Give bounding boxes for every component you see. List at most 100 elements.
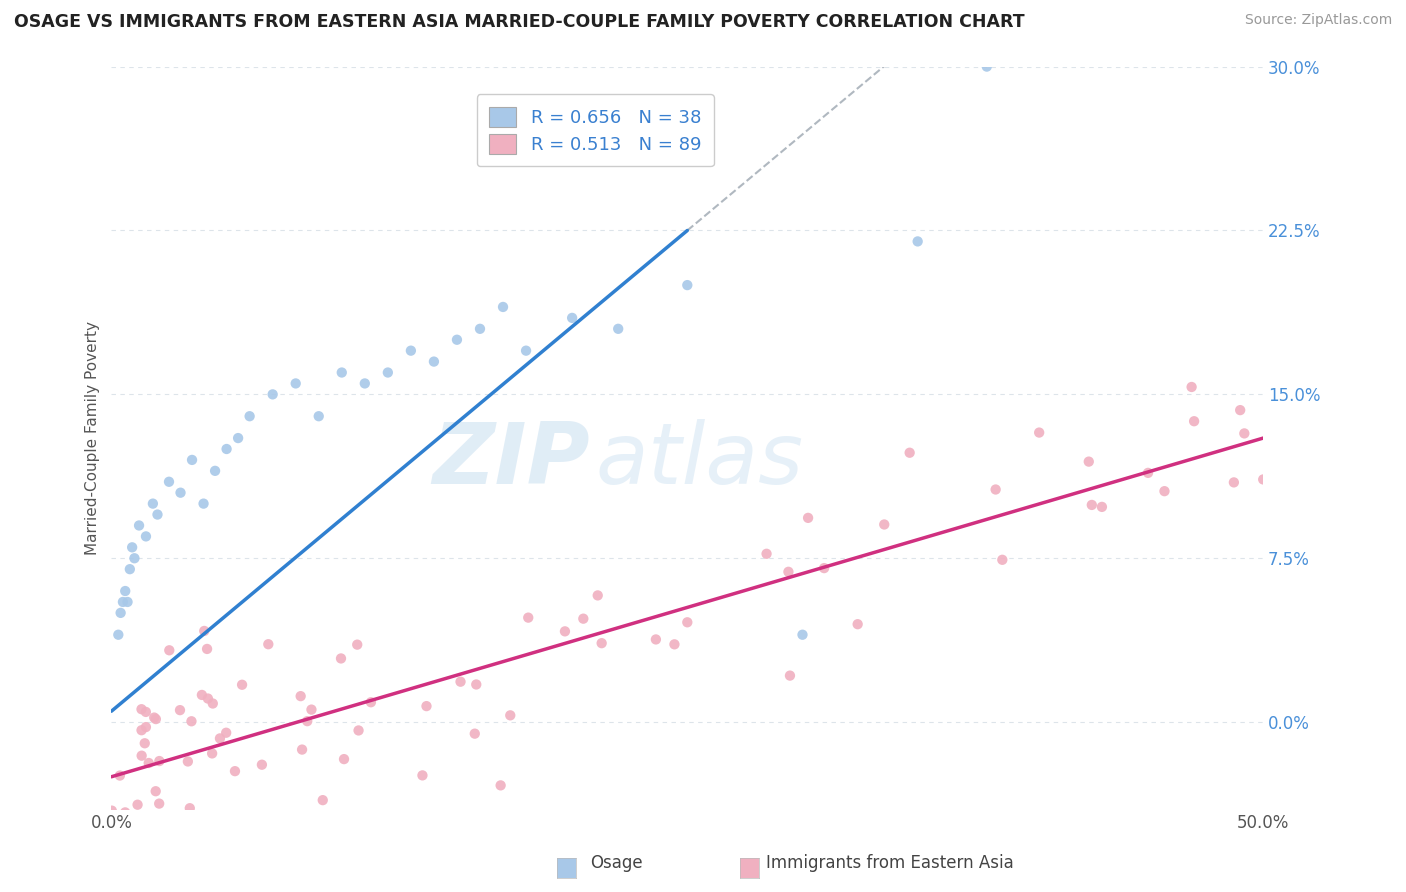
Point bbox=[779, 668, 801, 682]
Point bbox=[105, 819, 128, 833]
Point bbox=[976, 60, 998, 74]
Point bbox=[353, 376, 375, 391]
Point bbox=[114, 805, 136, 820]
Point bbox=[195, 642, 218, 657]
Point bbox=[257, 637, 280, 651]
Point bbox=[1153, 484, 1175, 499]
Legend: R = 0.656   N = 38, R = 0.513   N = 89: R = 0.656 N = 38, R = 0.513 N = 89 bbox=[477, 95, 714, 167]
Point bbox=[128, 518, 150, 533]
Point bbox=[141, 821, 163, 835]
Point bbox=[1181, 380, 1204, 394]
Point bbox=[134, 736, 156, 750]
Text: Osage: Osage bbox=[591, 855, 643, 872]
Point bbox=[1077, 455, 1099, 469]
Point bbox=[201, 747, 224, 761]
Point bbox=[813, 561, 835, 575]
Point bbox=[586, 588, 609, 602]
Point bbox=[226, 431, 249, 445]
Point bbox=[148, 754, 170, 768]
Point bbox=[145, 712, 167, 726]
Point bbox=[446, 333, 468, 347]
Point bbox=[231, 678, 253, 692]
Point bbox=[399, 343, 422, 358]
Point bbox=[464, 726, 486, 740]
Point bbox=[127, 797, 149, 812]
Point bbox=[108, 768, 131, 782]
Point bbox=[561, 310, 583, 325]
Point bbox=[330, 366, 353, 380]
Point bbox=[284, 376, 307, 391]
Point bbox=[135, 720, 157, 734]
Point bbox=[846, 617, 869, 632]
Point bbox=[984, 483, 1007, 497]
Point bbox=[138, 756, 160, 770]
Point bbox=[1137, 466, 1160, 480]
Text: ZIP: ZIP bbox=[432, 419, 589, 502]
Point bbox=[873, 517, 896, 532]
Point bbox=[146, 508, 169, 522]
Point bbox=[778, 565, 800, 579]
Point bbox=[468, 322, 491, 336]
Point bbox=[291, 742, 314, 756]
Point bbox=[1081, 498, 1104, 512]
Text: OSAGE VS IMMIGRANTS FROM EASTERN ASIA MARRIED-COUPLE FAMILY POVERTY CORRELATION : OSAGE VS IMMIGRANTS FROM EASTERN ASIA MA… bbox=[14, 13, 1025, 31]
Point bbox=[193, 497, 215, 511]
Point bbox=[797, 511, 820, 525]
Point bbox=[517, 610, 540, 624]
Text: atlas: atlas bbox=[595, 419, 803, 502]
Point bbox=[224, 764, 246, 779]
Point bbox=[131, 748, 153, 763]
Point bbox=[239, 409, 262, 424]
Point bbox=[142, 497, 165, 511]
Point bbox=[131, 723, 153, 738]
Point bbox=[415, 699, 437, 714]
Point bbox=[181, 453, 204, 467]
Point bbox=[250, 757, 273, 772]
Point bbox=[676, 278, 699, 293]
Point bbox=[169, 703, 191, 717]
Point bbox=[191, 688, 214, 702]
Point bbox=[124, 551, 146, 566]
Point bbox=[492, 300, 515, 314]
Point bbox=[423, 354, 446, 368]
Point bbox=[145, 830, 167, 844]
Point bbox=[591, 636, 613, 650]
Point bbox=[308, 409, 330, 424]
Point bbox=[135, 529, 157, 543]
Point bbox=[1251, 472, 1274, 486]
Point bbox=[499, 708, 522, 723]
Point bbox=[148, 797, 170, 811]
Point bbox=[664, 637, 686, 651]
Point bbox=[755, 547, 778, 561]
Point bbox=[1223, 475, 1246, 490]
Point bbox=[1264, 388, 1286, 402]
Point bbox=[1028, 425, 1050, 440]
Point bbox=[128, 828, 150, 842]
Point bbox=[297, 714, 319, 728]
Point bbox=[644, 632, 666, 647]
Point bbox=[143, 710, 166, 724]
Point bbox=[193, 624, 215, 638]
Point bbox=[991, 553, 1014, 567]
Point bbox=[179, 801, 201, 815]
Point bbox=[465, 677, 488, 691]
Point bbox=[204, 464, 226, 478]
Text: Immigrants from Eastern Asia: Immigrants from Eastern Asia bbox=[766, 855, 1014, 872]
Point bbox=[115, 818, 138, 832]
Point bbox=[792, 628, 814, 642]
Point bbox=[1233, 426, 1256, 441]
Point bbox=[489, 778, 512, 792]
Point bbox=[377, 366, 399, 380]
Point bbox=[157, 475, 180, 489]
Point bbox=[118, 562, 141, 576]
Point bbox=[114, 584, 136, 599]
Point bbox=[111, 595, 134, 609]
Point bbox=[333, 752, 356, 766]
Point bbox=[301, 703, 323, 717]
Point bbox=[676, 615, 699, 630]
Y-axis label: Married-Couple Family Poverty: Married-Couple Family Poverty bbox=[86, 321, 100, 555]
Point bbox=[1275, 441, 1298, 455]
Point bbox=[572, 612, 595, 626]
Point bbox=[245, 813, 267, 827]
Point bbox=[360, 695, 382, 709]
